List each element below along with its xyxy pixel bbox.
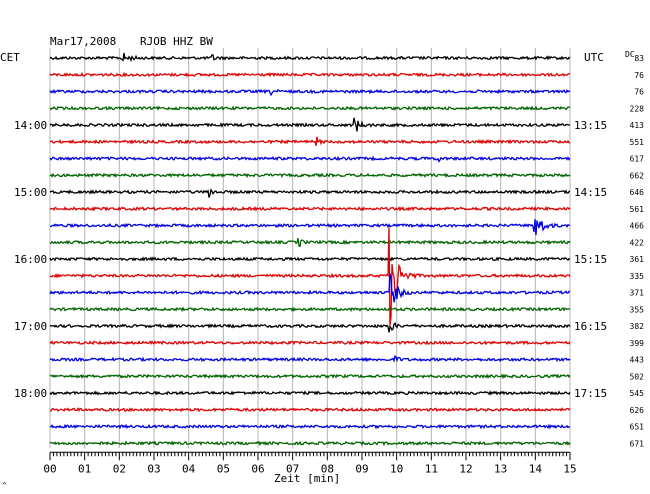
x-tick-label: 01 [78, 462, 91, 475]
right-hour-label: 14:15 [574, 186, 607, 199]
x-tick-label: 03 [147, 462, 160, 475]
seismic-trace [49, 390, 571, 396]
dc-value: 545 [630, 389, 645, 398]
dc-value: 551 [630, 138, 645, 147]
dc-value: 502 [630, 372, 645, 381]
x-tick-label: 04 [182, 462, 196, 475]
dc-value: 361 [630, 255, 645, 264]
seismic-trace [49, 322, 571, 333]
seismic-trace [49, 423, 571, 430]
dc-value: 355 [630, 305, 645, 314]
seismic-trace [49, 172, 571, 179]
x-tick-label: 13 [494, 462, 507, 475]
seismic-trace [49, 273, 571, 303]
seismic-trace [49, 407, 571, 413]
left-hour-label: 17:00 [14, 320, 47, 333]
seismic-trace [49, 339, 571, 346]
right-hour-label: 16:15 [574, 320, 607, 333]
seismic-trace [49, 373, 571, 380]
left-timezone-label: CET [0, 51, 20, 64]
right-hour-label: 13:15 [574, 119, 607, 132]
x-tick-label: 00 [43, 462, 56, 475]
seismic-trace [49, 117, 571, 132]
seismic-trace [49, 155, 571, 163]
corner-mark: ^ [2, 481, 7, 490]
dc-value: 651 [630, 423, 645, 432]
left-hour-label: 18:00 [14, 387, 47, 400]
dc-value: 371 [630, 289, 645, 298]
x-axis-label: Zeit [min] [274, 472, 340, 485]
left-hour-label: 15:00 [14, 186, 47, 199]
x-tick-label: 05 [217, 462, 230, 475]
dc-value: 626 [630, 406, 645, 415]
trace-labels: 14:00 15:00 16:00 17:00 18:00 13:15 14:15 15:15… [14, 54, 644, 448]
dc-value: 662 [630, 171, 645, 180]
seismic-trace [49, 238, 571, 248]
right-hour-label: 15:15 [574, 253, 607, 266]
dc-value: 443 [630, 356, 645, 365]
dc-label: DC [625, 50, 635, 59]
dc-value: 646 [630, 188, 645, 197]
seismic-trace [49, 188, 571, 198]
x-tick-label: 07 [286, 462, 299, 475]
dc-value: 228 [630, 104, 645, 113]
dc-value: 76 [634, 88, 644, 97]
dc-value: 335 [630, 272, 645, 281]
x-tick-label: 08 [321, 462, 334, 475]
dc-value: 617 [630, 155, 645, 164]
x-tick-label: 10 [390, 462, 403, 475]
x-tick-label: 11 [425, 462, 438, 475]
x-tick-label: 15 [563, 462, 576, 475]
x-tick-label: 09 [355, 462, 368, 475]
time-axis: 00 01 02 03 04 05 06 07 08 09 10 11 12 13 14 15 [43, 451, 577, 475]
dc-value: 413 [630, 121, 645, 130]
seismic-trace [49, 440, 571, 447]
dc-value: 76 [634, 71, 644, 80]
right-timezone-label: UTC [584, 51, 604, 64]
dc-value: 466 [630, 222, 645, 231]
seismic-trace [49, 105, 571, 111]
dc-value: 561 [630, 205, 645, 214]
left-hour-label: 14:00 [14, 119, 47, 132]
seismic-trace [49, 88, 571, 97]
x-tick-label: 14 [529, 462, 543, 475]
seismic-trace [49, 227, 571, 326]
dc-value: 399 [630, 339, 645, 348]
seismic-traces [49, 52, 571, 447]
seismic-trace [49, 355, 571, 363]
seismic-trace [49, 71, 570, 78]
left-hour-label: 16:00 [14, 253, 47, 266]
right-hour-label: 17:15 [574, 387, 607, 400]
x-tick-label: 06 [251, 462, 264, 475]
dc-value: 671 [630, 439, 645, 448]
seismic-trace [49, 136, 571, 146]
seismic-trace [49, 205, 571, 212]
seismic-trace [49, 306, 571, 313]
seismic-trace [50, 219, 570, 236]
date-label: Mar17,2008 [50, 35, 116, 48]
station-label: RJOB HHZ BW [140, 35, 213, 48]
x-tick-label: 12 [459, 462, 472, 475]
seismic-trace [49, 52, 571, 63]
minute-gridlines [49, 48, 571, 449]
dc-value: 83 [634, 54, 644, 63]
x-tick-label: 02 [113, 462, 126, 475]
seismic-trace [49, 256, 571, 262]
dc-value: 382 [630, 322, 645, 331]
dc-value: 422 [630, 238, 645, 247]
